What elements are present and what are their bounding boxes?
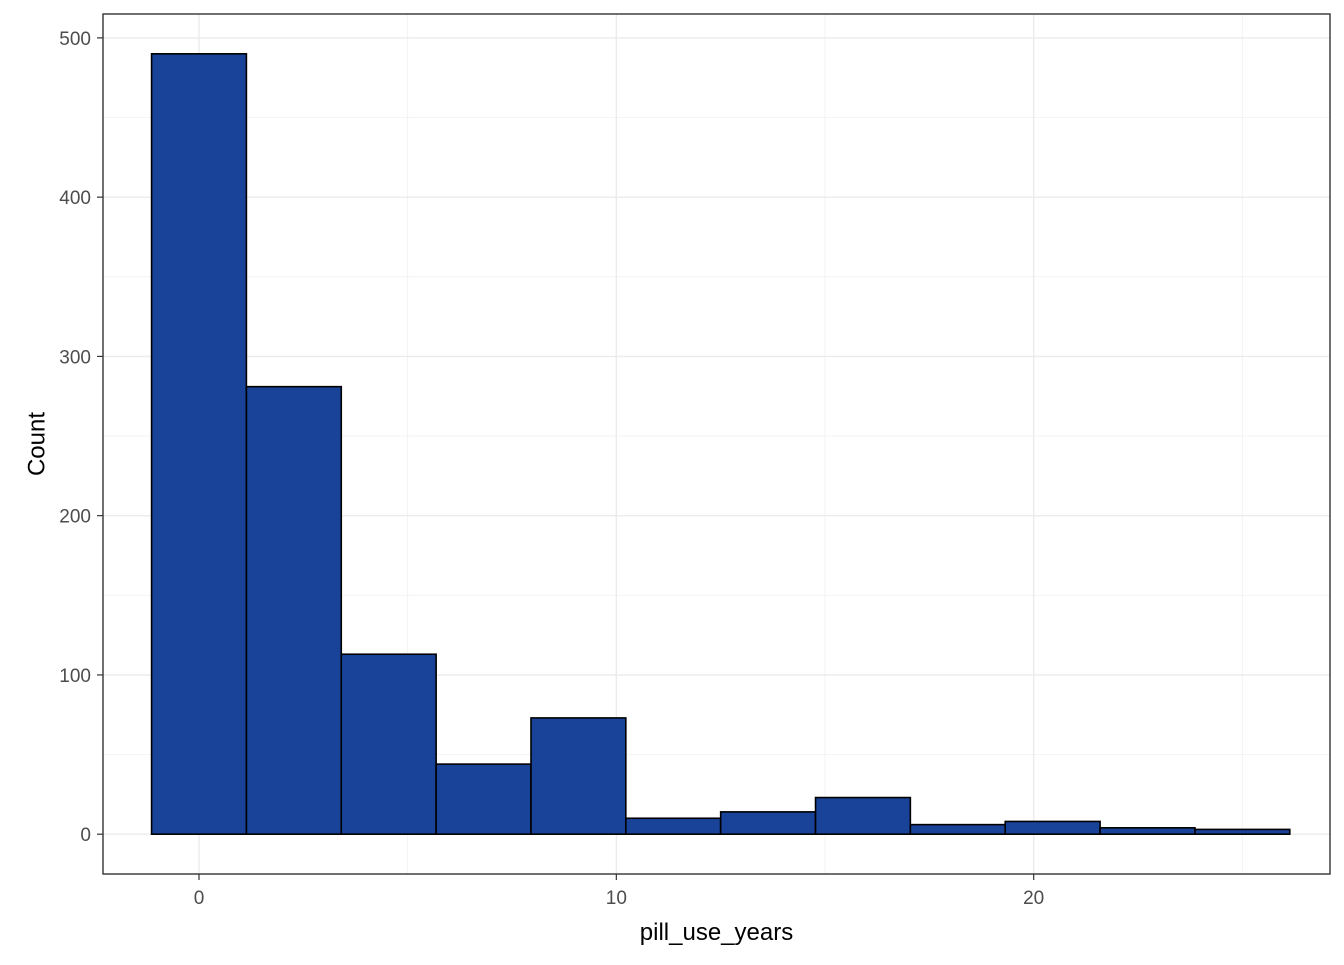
y-tick-label: 0 — [80, 825, 91, 846]
histogram-bar-11 — [1099, 827, 1196, 835]
y-tick-label: 300 — [59, 347, 91, 368]
x-axis-title: pill_use_years — [640, 919, 793, 946]
y-tick-label: 100 — [59, 666, 91, 687]
histogram-bar-8 — [814, 796, 912, 835]
x-tick-label: 20 — [1023, 888, 1044, 909]
histogram-bar-7 — [719, 811, 817, 835]
y-axis-title: Count — [23, 412, 50, 476]
panel-border — [102, 13, 1331, 875]
x-tick-label: 0 — [194, 888, 205, 909]
histogram-bar-3 — [340, 653, 437, 835]
histogram-bar-4 — [435, 763, 532, 835]
histogram-bar-2 — [245, 385, 343, 835]
histogram-bar-10 — [1004, 820, 1101, 835]
histogram-bars — [150, 53, 1291, 835]
histogram-bar-1 — [150, 53, 248, 835]
histogram-bar-12 — [1194, 828, 1291, 835]
histogram-bar-6 — [625, 817, 722, 835]
y-tick-label: 400 — [59, 188, 91, 209]
x-tick-label: 10 — [606, 888, 627, 909]
y-tick-label: 500 — [59, 29, 91, 50]
y-tick-label: 200 — [59, 507, 91, 528]
histogram-bar-9 — [909, 823, 1007, 835]
histogram-bar-5 — [530, 717, 627, 835]
